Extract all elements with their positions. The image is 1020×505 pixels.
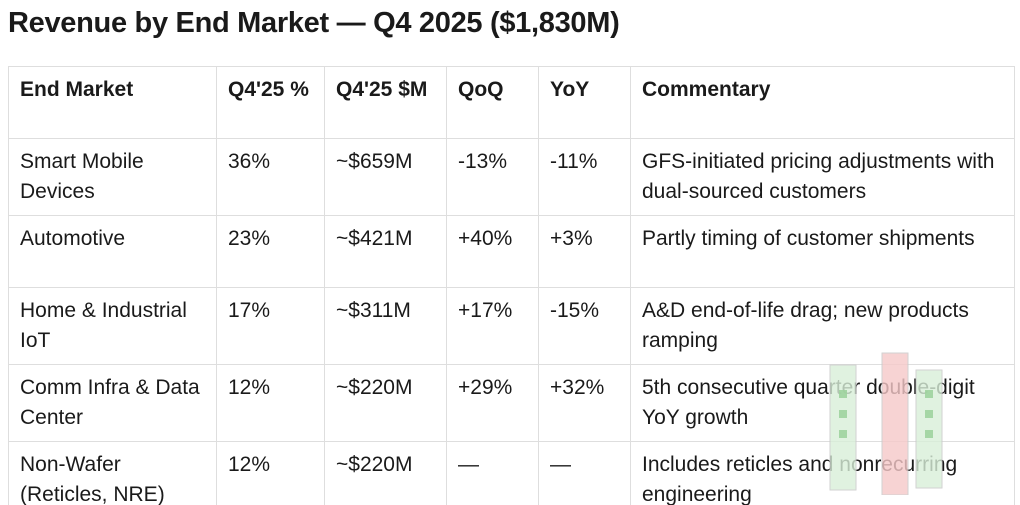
table-cell: +29% xyxy=(446,364,539,442)
table-cell: ~$659M xyxy=(324,138,447,216)
table-cell: 17% xyxy=(216,287,325,365)
page-title: Revenue by End Market — Q4 2025 ($1,830M… xyxy=(8,7,620,39)
watermark-logo xyxy=(829,352,943,495)
table-body: Smart Mobile Devices 36% ~$659M -13% -11% GFS… xyxy=(8,138,1015,505)
logo-bar xyxy=(915,369,943,489)
table-cell: 12% xyxy=(216,364,325,442)
table-cell: ~$220M xyxy=(324,441,447,505)
table-cell: GFS-initiated pricing adjustments with d… xyxy=(630,138,1015,216)
table-cell: ~$421M xyxy=(324,215,447,288)
table-cell: +40% xyxy=(446,215,539,288)
table-cell: — xyxy=(538,441,631,505)
header-cell: Q4'25 % xyxy=(216,66,325,139)
logo-dots xyxy=(839,390,933,438)
header-cell: Commentary xyxy=(630,66,1015,139)
header-cell: QoQ xyxy=(446,66,539,139)
table-cell: Smart Mobile Devices xyxy=(8,138,217,216)
revenue-table: End Market Q4'25 % Q4'25 $M QoQ YoY Commentar… xyxy=(8,66,1015,505)
header-cell: End Market xyxy=(8,66,217,139)
table-cell: A&D end-of-life drag; new products rampi… xyxy=(630,287,1015,365)
table-cell: 23% xyxy=(216,215,325,288)
table-cell: +17% xyxy=(446,287,539,365)
table-cell: -11% xyxy=(538,138,631,216)
table-cell: 36% xyxy=(216,138,325,216)
table-cell: Home & Industrial IoT xyxy=(8,287,217,365)
header-row: End Market Q4'25 % Q4'25 $M QoQ YoY Commentar… xyxy=(8,66,1015,139)
table-cell: ~$220M xyxy=(324,364,447,442)
table-cell: Partly timing of customer shipments xyxy=(630,215,1015,288)
table-head: End Market Q4'25 % Q4'25 $M QoQ YoY Commentar… xyxy=(8,66,1015,139)
logo-bar xyxy=(829,364,857,491)
table-cell: Comm Infra & Data Center xyxy=(8,364,217,442)
table-cell: Automotive xyxy=(8,215,217,288)
table-cell: -15% xyxy=(538,287,631,365)
table-cell: Non-Wafer (Reticles, NRE) xyxy=(8,441,217,505)
table-cell: +32% xyxy=(538,364,631,442)
logo-bar xyxy=(881,352,909,495)
header-cell: YoY xyxy=(538,66,631,139)
table-cell: 12% xyxy=(216,441,325,505)
table-cell: Includes reticles and nonrecurring engin… xyxy=(630,441,1015,505)
table-cell: — xyxy=(446,441,539,505)
table-cell: ~$311M xyxy=(324,287,447,365)
table-row: Smart Mobile Devices 36% ~$659M -13% -11% GFS… xyxy=(8,138,1015,216)
header-cell: Q4'25 $M xyxy=(324,66,447,139)
table-cell: +3% xyxy=(538,215,631,288)
table-row: Automotive 23% ~$421M +40% +3% Partly timing … xyxy=(8,215,1015,288)
table-row: Non-Wafer (Reticles, NRE) 12% ~$220M — — Incl… xyxy=(8,441,1015,505)
table-cell: -13% xyxy=(446,138,539,216)
